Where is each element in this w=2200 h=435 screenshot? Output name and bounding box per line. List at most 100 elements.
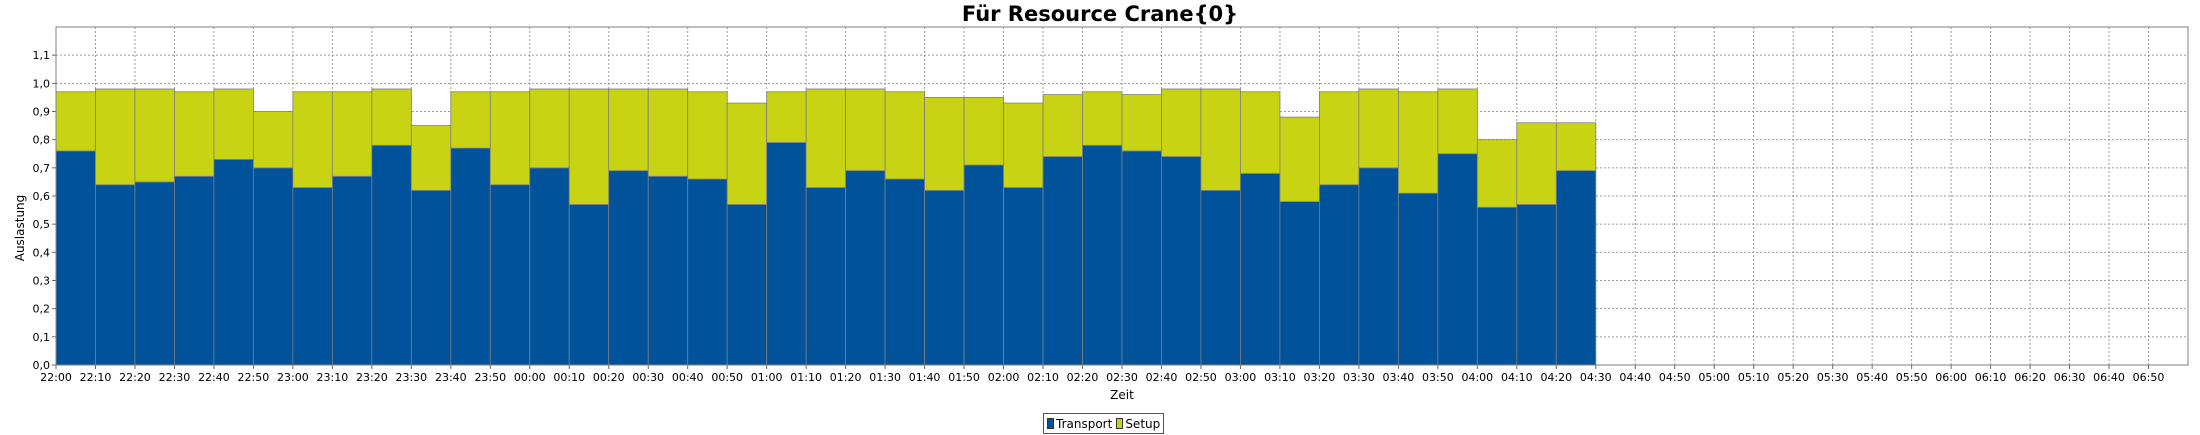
- bar-setup-0300: [1240, 91, 1281, 174]
- x-tick-label: 00:50: [711, 371, 743, 384]
- x-tick-label: 02:20: [1067, 371, 1099, 384]
- y-tick-label: 1,1: [33, 49, 51, 62]
- x-tick-label: 04:50: [1659, 371, 1691, 384]
- bar-setup-0410: [1516, 122, 1557, 205]
- bar-setup-0320: [1319, 91, 1360, 186]
- x-tick-label: 22:30: [159, 371, 191, 384]
- bar-setup-0330: [1358, 88, 1399, 169]
- x-tick-label: 23:00: [277, 371, 309, 384]
- bar-transport-0000: [529, 167, 570, 366]
- bar-transport-2330: [410, 189, 452, 366]
- x-tick-label: 22:40: [198, 371, 230, 384]
- bar-transport-0030: [647, 175, 689, 366]
- bar-setup-0150: [963, 97, 1004, 166]
- x-tick-label: 23:10: [317, 371, 349, 384]
- bar-setup-0250: [1200, 88, 1241, 191]
- x-tick-label: 00:20: [593, 371, 625, 384]
- x-tick-label: 02:50: [1185, 371, 1217, 384]
- legend-swatch-transport: [1047, 418, 1054, 429]
- y-tick-label: 0,3: [33, 275, 51, 288]
- legend-label-transport: Transport: [1056, 416, 1113, 431]
- legend-item-setup: Setup: [1116, 417, 1160, 431]
- y-tick-label: 0,5: [33, 218, 51, 231]
- bar-setup-2350: [489, 91, 531, 186]
- x-tick-label: 00:40: [672, 371, 704, 384]
- x-tick-label: 02:00: [988, 371, 1020, 384]
- bar-setup-0420: [1555, 122, 1597, 172]
- bar-transport-0410: [1516, 204, 1557, 366]
- x-tick-label: 06:30: [2054, 371, 2086, 384]
- bar-setup-2320: [371, 88, 412, 146]
- y-tick-label: 0,9: [33, 106, 51, 119]
- x-tick-label: 06:10: [1975, 371, 2007, 384]
- bar-transport-0210: [1042, 156, 1083, 366]
- bar-setup-0030: [647, 88, 689, 177]
- bar-setup-0130: [884, 91, 925, 180]
- y-tick-label: 0,4: [33, 246, 51, 259]
- bar-transport-0200: [1003, 187, 1044, 366]
- bar-transport-0050: [726, 204, 768, 366]
- y-tick-label: 0,1: [33, 331, 51, 344]
- legend-swatch-setup: [1116, 418, 1124, 429]
- x-tick-label: 22:00: [40, 371, 72, 384]
- bar-setup-0040: [687, 91, 728, 180]
- x-tick-label: 05:50: [1896, 371, 1928, 384]
- bar-setup-0310: [1279, 116, 1320, 203]
- x-tick-label: 05:00: [1698, 371, 1730, 384]
- x-tick-label: 05:40: [1856, 371, 1888, 384]
- bars-layer: [55, 88, 1597, 366]
- y-tick-label: 0,6: [33, 190, 51, 203]
- y-tick-label: 0,7: [33, 162, 51, 175]
- x-tick-label: 23:30: [395, 371, 427, 384]
- bar-setup-2240: [213, 88, 254, 160]
- y-tick-label: 0,8: [33, 134, 51, 147]
- x-tick-label: 23:50: [474, 371, 506, 384]
- x-tick-label: 05:10: [1738, 371, 1770, 384]
- x-tick-label: 01:10: [790, 371, 822, 384]
- bar-transport-0150: [963, 164, 1004, 366]
- bar-transport-2300: [292, 187, 333, 366]
- x-tick-label: 01:20: [830, 371, 862, 384]
- bar-transport-0300: [1240, 173, 1281, 366]
- bar-setup-0100: [766, 91, 807, 143]
- x-tick-label: 03:20: [1304, 371, 1336, 384]
- x-tick-label: 04:20: [1540, 371, 1572, 384]
- bar-transport-0110: [805, 187, 847, 366]
- y-tick-label: 0,2: [33, 303, 51, 316]
- y-tick-label: 1,0: [33, 77, 51, 90]
- bar-setup-0230: [1121, 94, 1162, 152]
- bar-transport-0330: [1358, 167, 1399, 366]
- bar-transport-0340: [1397, 192, 1439, 366]
- x-tick-label: 00:00: [514, 371, 546, 384]
- x-tick-label: 22:20: [119, 371, 151, 384]
- x-tick-label: 02:30: [1106, 371, 1138, 384]
- x-tick-label: 22:50: [238, 371, 270, 384]
- bar-transport-0420: [1555, 170, 1597, 366]
- bar-transport-0100: [766, 142, 807, 366]
- x-tick-label: 04:00: [1461, 371, 1493, 384]
- bar-setup-2310: [331, 91, 373, 177]
- bar-setup-0110: [805, 88, 847, 188]
- bar-transport-2250: [253, 167, 294, 366]
- x-tick-label: 02:10: [1027, 371, 1059, 384]
- x-tick-label: 06:00: [1935, 371, 1967, 384]
- chart-title: Für Resource Crane{0}: [961, 2, 1239, 26]
- bar-transport-0120: [845, 170, 886, 366]
- bar-transport-2320: [371, 144, 412, 366]
- axes-layer: 0,0 0,1 0,2 0,3 0,4 0,5 0,6 0,7 0,8 0,9 1,0 1,1 22:0…: [33, 26, 2189, 384]
- bar-transport-0240: [1161, 156, 1202, 366]
- x-tick-label: 06:20: [2014, 371, 2046, 384]
- bar-transport-2200: [55, 150, 96, 366]
- x-tick-label: 01:30: [869, 371, 901, 384]
- x-tick-label: 03:30: [1343, 371, 1375, 384]
- bar-setup-0120: [845, 88, 886, 172]
- x-tick-label: 01:00: [751, 371, 783, 384]
- y-axis-label: Auslastung: [13, 195, 27, 262]
- bar-setup-0350: [1437, 88, 1478, 155]
- legend-label-setup: Setup: [1125, 416, 1161, 431]
- bar-setup-0210: [1042, 94, 1083, 157]
- bar-transport-2240: [213, 158, 254, 366]
- bar-setup-0140: [924, 97, 965, 191]
- bar-setup-2340: [450, 91, 491, 149]
